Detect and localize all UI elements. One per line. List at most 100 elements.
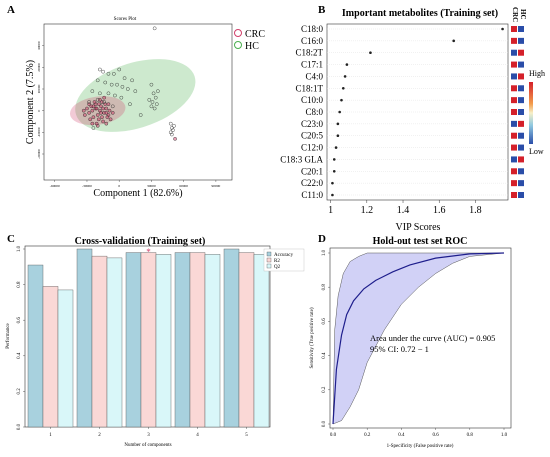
heatmap-cell xyxy=(511,85,517,92)
legend-hc-label: HC xyxy=(245,41,259,52)
hc-sample-point xyxy=(147,98,152,102)
heatmap-cell xyxy=(511,144,517,151)
scores-ytick-label: 20000 xyxy=(37,63,41,72)
crc-sample-point xyxy=(90,121,95,126)
scores-plot-title: Scores Plot xyxy=(114,17,137,22)
crc-sample-point xyxy=(92,100,97,104)
hc-sample-point xyxy=(130,78,134,83)
scores-plot: Scores Plot -60000 -30000 0 30000 60000 90000… xyxy=(25,17,265,199)
heatmap-col-hc: HC xyxy=(519,9,527,20)
cv-ytick-label: 0.6 xyxy=(17,317,22,324)
roc-xtick-label: 0.8 xyxy=(467,433,474,438)
heatmap-cell xyxy=(511,61,517,68)
vip-metabolite-label: C4:0 xyxy=(305,71,323,81)
heatmap-cell xyxy=(518,120,524,127)
hc-sample-point xyxy=(98,67,102,72)
vip-metabolite-label: C18:1T xyxy=(295,83,323,93)
crc-sample-point xyxy=(107,108,112,113)
cv-bar-accuracy xyxy=(27,264,44,428)
scores-ylabel: Component 2 (7.5%) xyxy=(25,60,36,144)
vip-score-point xyxy=(334,146,338,149)
cv-bar-q2 xyxy=(106,257,123,428)
roc-ytick-label: 0.6 xyxy=(322,318,327,325)
cv-ytick-label: 0.2 xyxy=(17,388,22,395)
hc-sample-point xyxy=(106,72,111,76)
vip-metabolite-label: C20:5 xyxy=(301,131,324,141)
vip-plot: Important metabolites (Training set) C18… xyxy=(280,7,545,233)
scores-xtick-label: -60000 xyxy=(50,184,60,188)
heatmap-cell xyxy=(511,120,517,127)
heatmap-cell xyxy=(518,26,524,32)
crc-sample-point xyxy=(99,104,103,109)
crc-sample-point xyxy=(104,106,109,111)
crc-sample-point xyxy=(88,117,92,122)
roc-frame xyxy=(329,247,512,429)
cv-ytick-label: 0.8 xyxy=(17,281,22,288)
roc-xtick-label: 1.0 xyxy=(501,433,508,438)
cv-bar-r2 xyxy=(140,252,157,428)
roc-title: Hold-out test set ROC xyxy=(373,236,468,247)
cv-title: Cross-validation (Training set) xyxy=(75,236,206,247)
hc-sample-point xyxy=(109,82,114,87)
vip-score-point xyxy=(332,158,336,161)
crc-sample-point xyxy=(96,117,101,122)
heatmap-cell xyxy=(518,97,524,104)
heatmap-cell xyxy=(511,156,517,163)
cv-ytick-label: 0.0 xyxy=(17,423,22,430)
heatmap-cell xyxy=(518,168,524,175)
vip-metabolite-label: C8:0 xyxy=(305,107,323,117)
roc-ytick-label: 0.8 xyxy=(322,284,327,291)
crc-sample-point xyxy=(87,111,91,115)
color-scale-high: High xyxy=(529,69,545,78)
heatmap-cell xyxy=(511,132,517,139)
hc-sample-point xyxy=(128,102,132,106)
roc-curve xyxy=(332,252,505,425)
scores-xtick-label: -30000 xyxy=(82,184,92,188)
roc-ytick-label: 1.0 xyxy=(322,249,327,256)
vip-score-point xyxy=(501,27,504,31)
vip-score-point xyxy=(331,193,334,197)
cv-bar-accuracy xyxy=(76,248,93,428)
vip-score-point xyxy=(331,181,334,185)
vip-metabolite-label: C20:1 xyxy=(301,166,323,176)
hc-sample-point xyxy=(154,102,159,106)
hc-sample-point xyxy=(106,91,111,96)
cross-validation-chart: Cross-validation (Training set) 1 2 3 * 4 5 0.… xyxy=(6,236,305,448)
heatmap-cell xyxy=(511,97,517,104)
cv-xtick-label: 5 xyxy=(245,433,248,438)
hc-sample-point xyxy=(90,89,95,93)
scores-xtick-label: 90000 xyxy=(212,184,221,188)
legend-q2-label: Q2 xyxy=(274,265,281,270)
hc-sample-point xyxy=(125,87,130,91)
legend-q2-swatch xyxy=(266,263,272,269)
hc-sample-point xyxy=(168,121,173,126)
hc-sample-point xyxy=(122,76,127,80)
crc-sample-point xyxy=(94,106,99,111)
vip-xtick-label: 1 xyxy=(328,205,333,216)
vip-score-point xyxy=(341,86,345,90)
vip-score-point xyxy=(332,169,336,173)
crc-sample-point xyxy=(110,111,115,115)
cv-bar-r2 xyxy=(42,286,59,428)
crc-sample-point xyxy=(85,106,89,111)
crc-sample-point xyxy=(95,124,100,128)
crc-sample-point xyxy=(104,121,109,126)
legend-crc-marker xyxy=(234,29,242,37)
hc-sample-point xyxy=(153,95,158,100)
cv-bar-accuracy xyxy=(174,252,191,428)
roc-xlabel: 1-Specificity (False positive rate) xyxy=(387,444,454,449)
cv-legend: Accuracy R2 Q2 xyxy=(263,248,305,272)
panel-label-c: C xyxy=(7,233,15,245)
roc-chart: Hold-out test set ROC 0.0 0.2 0.4 0.6 0.8 1.0… xyxy=(310,236,512,449)
hc-sample-point xyxy=(102,100,106,104)
cv-legend-frame xyxy=(263,248,305,272)
vip-metabolite-label: C22:0 xyxy=(301,178,324,188)
vip-xtick-label: 1.8 xyxy=(469,205,482,216)
heatmap-cell xyxy=(518,132,524,139)
heatmap-cell xyxy=(518,156,524,163)
hc-sample-point xyxy=(151,91,156,96)
crc-sample-point xyxy=(83,113,87,117)
hc-sample-point xyxy=(172,124,176,128)
vip-metabolite-label: C18:2T xyxy=(295,48,323,58)
